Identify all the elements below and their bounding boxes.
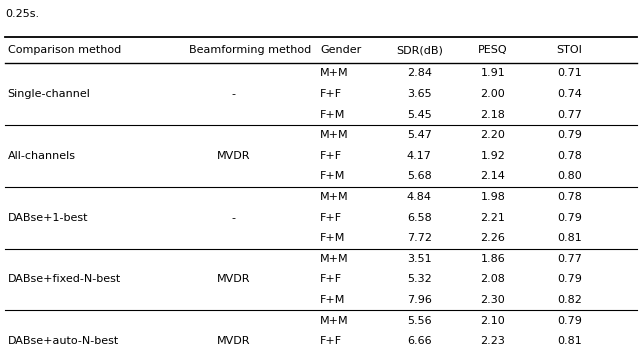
Text: 5.56: 5.56 — [407, 316, 431, 326]
Text: 6.58: 6.58 — [407, 213, 431, 223]
Text: F+M: F+M — [320, 171, 346, 181]
Text: 2.00: 2.00 — [481, 89, 505, 99]
Text: 2.14: 2.14 — [481, 171, 505, 181]
Text: F+F: F+F — [320, 151, 342, 161]
Text: 0.78: 0.78 — [557, 151, 582, 161]
Text: F+M: F+M — [320, 233, 346, 243]
Text: DABse+fixed-N-best: DABse+fixed-N-best — [8, 274, 121, 284]
Text: -: - — [232, 213, 236, 223]
Text: 7.72: 7.72 — [406, 233, 432, 243]
Text: 0.81: 0.81 — [557, 336, 582, 346]
Text: F+F: F+F — [320, 213, 342, 223]
Text: 5.45: 5.45 — [407, 110, 431, 120]
Text: 0.71: 0.71 — [557, 69, 582, 78]
Text: MVDR: MVDR — [217, 336, 250, 346]
Text: M+M: M+M — [320, 254, 349, 264]
Text: 5.47: 5.47 — [407, 130, 431, 140]
Text: 0.25s.: 0.25s. — [5, 9, 39, 19]
Text: 3.65: 3.65 — [407, 89, 431, 99]
Text: F+F: F+F — [320, 336, 342, 346]
Text: 2.84: 2.84 — [406, 69, 432, 78]
Text: 2.18: 2.18 — [481, 110, 505, 120]
Text: STOI: STOI — [557, 45, 582, 55]
Text: 0.79: 0.79 — [557, 130, 582, 140]
Text: 0.79: 0.79 — [557, 316, 582, 326]
Text: 0.77: 0.77 — [557, 254, 582, 264]
Text: 0.74: 0.74 — [557, 89, 582, 99]
Text: 0.80: 0.80 — [557, 171, 582, 181]
Text: 2.30: 2.30 — [481, 295, 505, 305]
Text: Comparison method: Comparison method — [8, 45, 121, 55]
Text: F+F: F+F — [320, 274, 342, 284]
Text: 2.08: 2.08 — [481, 274, 505, 284]
Text: 0.79: 0.79 — [557, 274, 582, 284]
Text: 2.10: 2.10 — [481, 316, 505, 326]
Text: 1.86: 1.86 — [481, 254, 505, 264]
Text: M+M: M+M — [320, 69, 349, 78]
Text: M+M: M+M — [320, 316, 349, 326]
Text: 6.66: 6.66 — [407, 336, 431, 346]
Text: 0.82: 0.82 — [557, 295, 582, 305]
Text: F+M: F+M — [320, 295, 346, 305]
Text: 0.81: 0.81 — [557, 233, 582, 243]
Text: 5.68: 5.68 — [407, 171, 431, 181]
Text: 0.78: 0.78 — [557, 192, 582, 202]
Text: 3.51: 3.51 — [407, 254, 431, 264]
Text: 0.79: 0.79 — [557, 213, 582, 223]
Text: 7.96: 7.96 — [407, 295, 431, 305]
Text: All-channels: All-channels — [8, 151, 76, 161]
Text: 2.21: 2.21 — [481, 213, 505, 223]
Text: SDR(dB): SDR(dB) — [396, 45, 443, 55]
Text: 2.23: 2.23 — [481, 336, 505, 346]
Text: MVDR: MVDR — [217, 274, 250, 284]
Text: DABse+1-best: DABse+1-best — [8, 213, 88, 223]
Text: Single-channel: Single-channel — [8, 89, 90, 99]
Text: 0.77: 0.77 — [557, 110, 582, 120]
Text: 4.84: 4.84 — [406, 192, 432, 202]
Text: 5.32: 5.32 — [407, 274, 431, 284]
Text: 2.26: 2.26 — [481, 233, 505, 243]
Text: -: - — [232, 89, 236, 99]
Text: DABse+auto-N-best: DABse+auto-N-best — [8, 336, 119, 346]
Text: PESQ: PESQ — [478, 45, 508, 55]
Text: M+M: M+M — [320, 192, 349, 202]
Text: MVDR: MVDR — [217, 151, 250, 161]
Text: F+F: F+F — [320, 89, 342, 99]
Text: Gender: Gender — [320, 45, 361, 55]
Text: 1.91: 1.91 — [481, 69, 505, 78]
Text: 2.20: 2.20 — [481, 130, 505, 140]
Text: Beamforming method: Beamforming method — [189, 45, 311, 55]
Text: F+M: F+M — [320, 110, 346, 120]
Text: 1.92: 1.92 — [481, 151, 505, 161]
Text: 4.17: 4.17 — [407, 151, 431, 161]
Text: M+M: M+M — [320, 130, 349, 140]
Text: 1.98: 1.98 — [481, 192, 505, 202]
